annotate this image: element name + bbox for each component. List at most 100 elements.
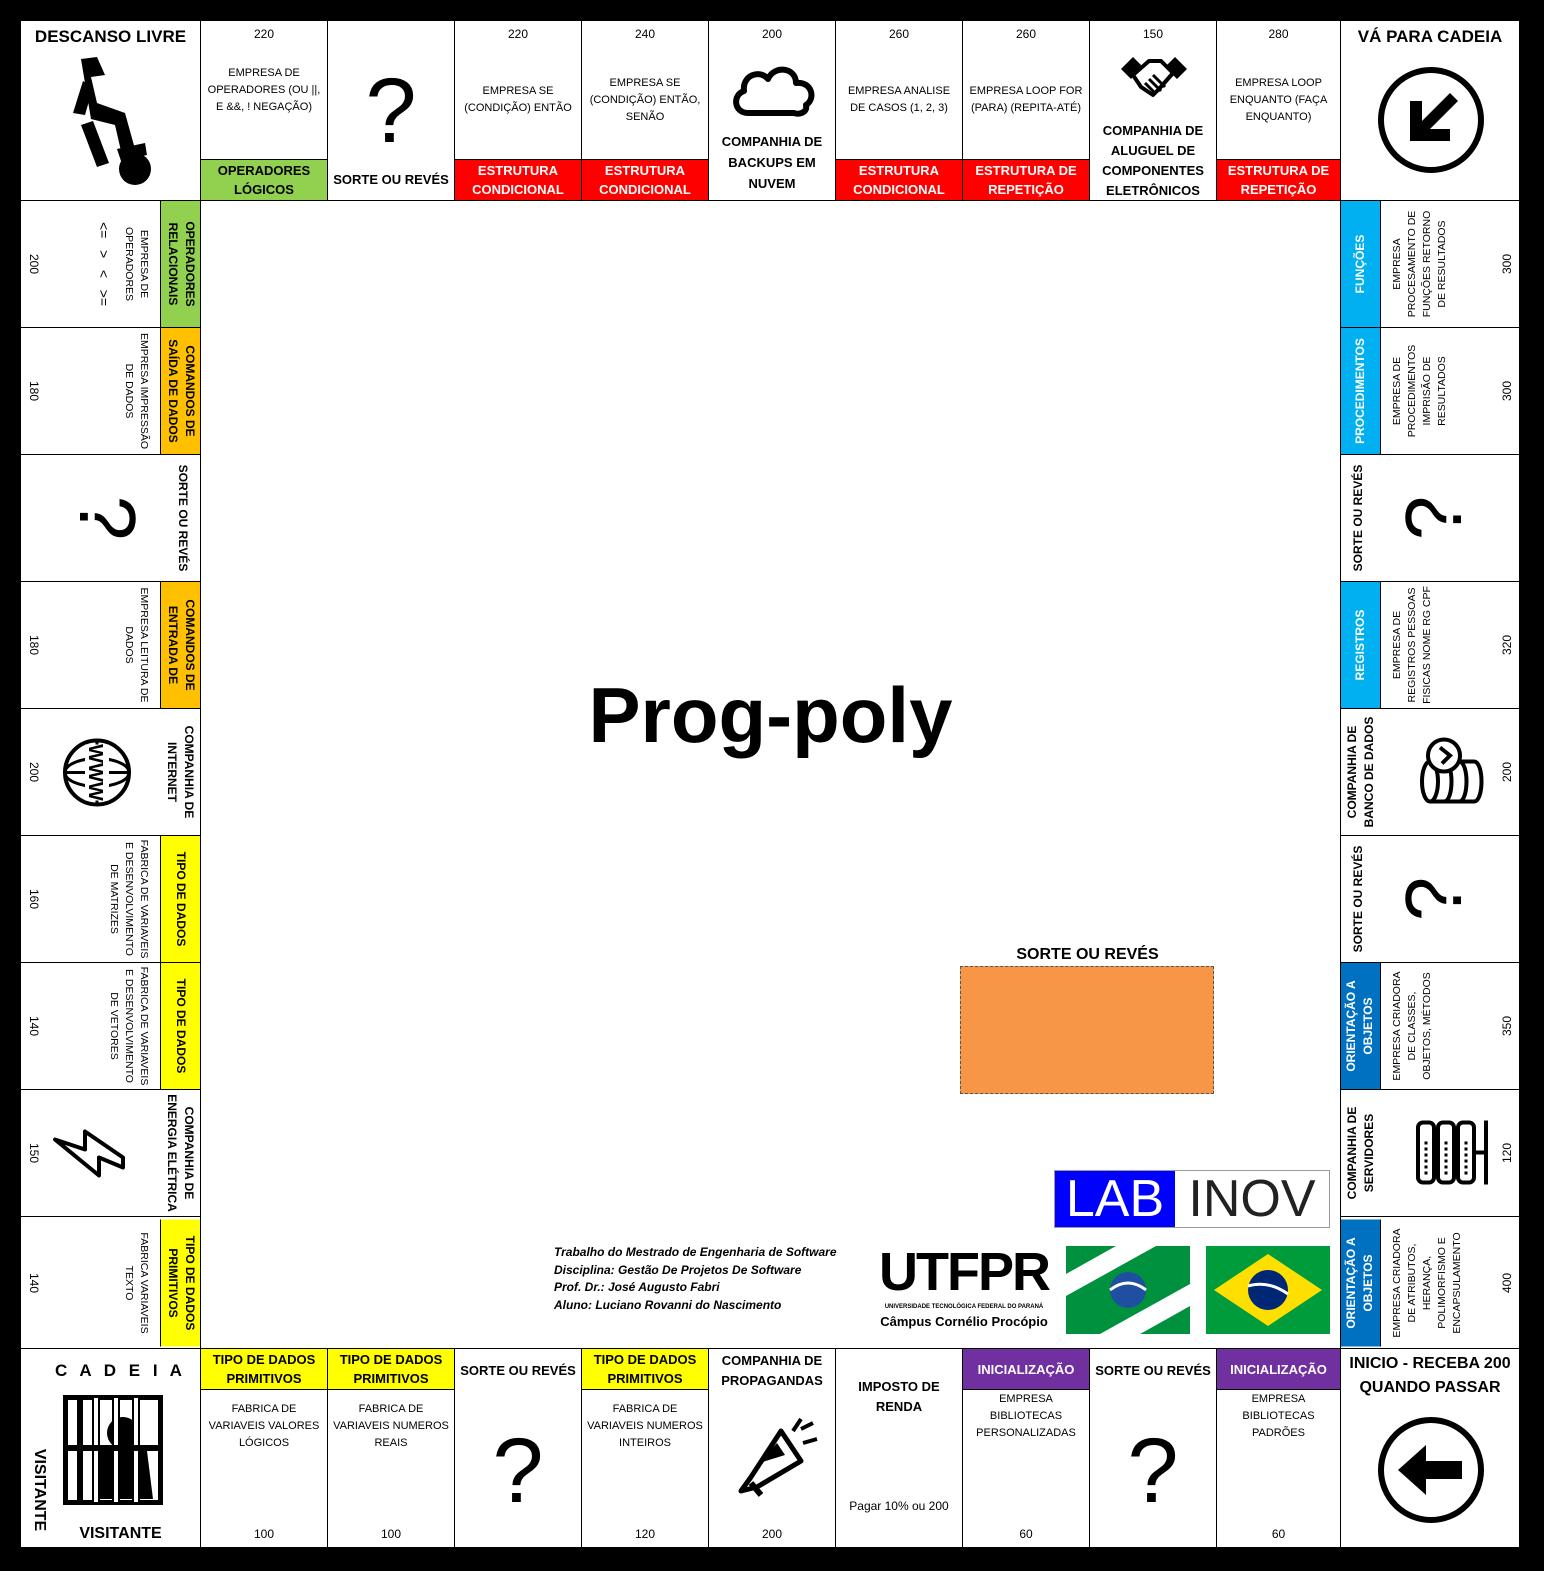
go-to-jail-label: VÁ PARA CADEIA xyxy=(1357,27,1503,46)
question-mark-icon: ? xyxy=(1389,876,1478,922)
group-band: ESTRUTURA CONDICIONAL xyxy=(455,159,581,200)
space-price: 100 xyxy=(253,1527,275,1541)
space-for-loop[interactable]: 260 EMPRESA LOOP FOR (PARA) (REPITA-ATÉ)… xyxy=(962,20,1090,201)
tax-label: IMPOSTO DE RENDA xyxy=(858,1379,940,1414)
question-mark-icon: ? xyxy=(1127,1420,1179,1522)
space-registers[interactable]: REGISTROS EMPRESA DE REGISTROS PESSOAS F… xyxy=(1340,581,1520,709)
corner-start[interactable]: INICIO - RECEBA 200 QUANDO PASSAR xyxy=(1340,1348,1520,1548)
company-label: COMPANHIA DE BANCO DE DADOS xyxy=(1345,716,1376,828)
credits-block: Trabalho do Mestrado de Engenharia de So… xyxy=(554,1244,874,1314)
utfpr-logo-text: UTFPR xyxy=(879,1242,1051,1302)
company-label: COMPANHIA DE ALUGUEL DE COMPONENTES ELET… xyxy=(1102,123,1204,198)
space-vectors-factory[interactable]: TIPO DE DADOS FABRICA DE VARIAVEIS E DES… xyxy=(20,962,201,1090)
chance-label: SORTE OU REVÉS xyxy=(175,464,190,572)
space-text-variables-factory[interactable]: TIPO DE DADOS PRIMITIVOS FABRICA VARIAVE… xyxy=(20,1216,201,1349)
space-description: EMPRESA DE PROCEDIMENTOS IMPRISÃO DE RES… xyxy=(1391,344,1448,438)
space-if-then[interactable]: 220 EMPRESA SE (CONDIÇÃO) ENTÃO ESTRUTUR… xyxy=(454,20,582,201)
space-description: FABRICA DE VARIAVEIS NUMEROS INTEIROS xyxy=(587,1403,703,1449)
www-globe-icon: WWW xyxy=(62,738,131,806)
question-mark-icon: ? xyxy=(62,495,152,541)
space-attributes-inheritance[interactable]: ORIENTAÇÃO A OBJETOS EMPRESA CRIADORA DE… xyxy=(1340,1216,1520,1349)
space-classes-objects-methods[interactable]: ORIENTAÇÃO A OBJETOS EMPRESA CRIADORA DE… xyxy=(1340,962,1520,1090)
group-band: REGISTROS xyxy=(1341,582,1381,708)
space-standard-libraries[interactable]: INICIALIZAÇÃO EMPRESA BIBLIOTECAS PADRÕE… xyxy=(1216,1348,1341,1548)
megaphone-icon xyxy=(738,1417,818,1497)
space-description: EMPRESA DE OPERADORES xyxy=(122,226,150,302)
group-band: TIPO DE DADOS PRIMITIVOS xyxy=(159,1219,200,1346)
space-input-commands[interactable]: COMANDOS DE ENTRADA DE EMPRESA LEITURA D… xyxy=(20,581,201,709)
brazil-flag-icon xyxy=(1206,1246,1330,1334)
space-price: 100 xyxy=(380,1527,402,1541)
jail-visitor-bottom-label: VISITANTE xyxy=(79,1525,162,1542)
group-band: TIPO DE DADOS PRIMITIVOS xyxy=(201,1349,327,1390)
space-logical-values-factory[interactable]: TIPO DE DADOS PRIMITIVOS FABRICA DE VARI… xyxy=(200,1348,328,1548)
company-label: COMPANHIA DE INTERNET xyxy=(164,725,196,819)
start-label-line2: QUANDO PASSAR xyxy=(1359,1379,1501,1396)
space-logical-operators[interactable]: 220 EMPRESA DE OPERADORES (OU ||, E &&, … xyxy=(200,20,328,201)
space-price: 320 xyxy=(1500,634,1514,656)
space-chance[interactable]: SORTE OU REVÉS ? xyxy=(20,454,201,582)
space-chance[interactable]: SORTE OU REVÉS ? xyxy=(1089,1348,1217,1548)
question-mark-icon: ? xyxy=(492,1420,544,1522)
space-price: 140 xyxy=(26,1272,41,1293)
space-while-loop[interactable]: 280 EMPRESA LOOP ENQUANTO (FAÇA ENQUANTO… xyxy=(1216,20,1341,201)
space-price: 400 xyxy=(1500,1272,1514,1293)
tax-note: Pagar 10% ou 200 xyxy=(849,1499,949,1513)
space-relational-operators[interactable]: OPERADORES RELACIONAIS EMPRESA DE OPERAD… xyxy=(20,200,201,328)
space-price: 300 xyxy=(1500,380,1514,402)
group-band: ESTRUTURA CONDICIONAL xyxy=(582,159,708,200)
corner-jail[interactable]: C A D E I A VISITANTE VISITANTE xyxy=(20,1348,201,1548)
chance-card-deck[interactable] xyxy=(960,966,1214,1094)
space-if-then-else[interactable]: 240 EMPRESA SE (CONDIÇÃO) ENTÃO, SENÃO E… xyxy=(581,20,709,201)
space-description: EMPRESA DE OPERADORES (OU ||, E &&, ! NE… xyxy=(207,67,321,113)
chance-label: SORTE OU REVÉS xyxy=(1351,845,1365,953)
space-internet-company[interactable]: COMPANHIA DE INTERNET WWW 200 xyxy=(20,708,201,836)
utfpr-campus-name: Câmpus Cornélio Procópio xyxy=(880,1314,1048,1329)
space-price: 350 xyxy=(1500,1015,1514,1037)
space-description: EMPRESA ANALISE DE CASOS (1, 2, 3) xyxy=(847,85,951,114)
question-mark-icon: ? xyxy=(365,60,417,162)
space-custom-libraries[interactable]: INICIALIZAÇÃO EMPRESA BIBLIOTECAS PERSON… xyxy=(962,1348,1090,1548)
question-mark-icon: ? xyxy=(1389,495,1478,541)
space-price: 140 xyxy=(26,1015,41,1037)
space-case-analysis[interactable]: 260 EMPRESA ANALISE DE CASOS (1, 2, 3) E… xyxy=(835,20,963,201)
space-description: EMPRESA SE (CONDIÇÃO) ENTÃO xyxy=(464,85,572,114)
space-description: EMPRESA LOOP FOR (PARA) (REPITA-ATÉ) xyxy=(969,85,1083,114)
group-band: TIPO DE DADOS PRIMITIVOS xyxy=(582,1349,708,1390)
space-component-rental-company[interactable]: 150 COMPANHIA DE ALUGUEL DE COMPONENTES … xyxy=(1089,20,1217,201)
space-procedures[interactable]: PROCEDIMENTOS EMPRESA DE PROCEDIMENTOS I… xyxy=(1340,327,1520,455)
game-board: DESCANSO LIVRE VÁ PARA CADEIA C A D E I … xyxy=(20,20,1520,1548)
space-real-numbers-factory[interactable]: TIPO DE DADOS PRIMITIVOS FABRICA DE VARI… xyxy=(327,1348,455,1548)
space-electric-company[interactable]: COMPANHIA DE ENERGIA ELÉTRICA 150 xyxy=(20,1089,201,1217)
space-income-tax[interactable]: IMPOSTO DE RENDA Pagar 10% ou 200 xyxy=(835,1348,963,1548)
space-servers-company[interactable]: COMPANHIA DE SERVIDORES 120 xyxy=(1340,1089,1520,1217)
space-cloud-backup-company[interactable]: 200 COMPANHIA DE BACKUPS EM NUVEM xyxy=(708,20,836,201)
space-output-commands[interactable]: COMANDOS DE SAÍDA DE DADOS EMPRESA IMPRE… xyxy=(20,327,201,455)
space-price: 120 xyxy=(634,1527,656,1541)
group-band: OPERADORES RELACIONAIS xyxy=(159,201,200,327)
space-price: 260 xyxy=(1015,27,1037,41)
labinov-lab-text: LAB xyxy=(1055,1171,1175,1227)
space-chance[interactable]: SORTE OU REVÉS ? xyxy=(1340,454,1520,582)
corner-free-parking[interactable]: DESCANSO LIVRE xyxy=(20,20,201,201)
space-description: FABRICA DE VARIAVEIS E DESENVOLVIMENTO D… xyxy=(107,966,150,1086)
space-price: 200 xyxy=(1500,761,1514,783)
space-price: 200 xyxy=(26,761,41,783)
group-band: COMANDOS DE ENTRADA DE xyxy=(159,582,200,708)
credits-line: Aluno: Luciano Rovanni do Nascimento xyxy=(554,1297,782,1312)
group-band: COMANDOS DE SAÍDA DE DADOS xyxy=(159,328,200,454)
space-chance[interactable]: SORTE OU REVÉS ? xyxy=(1340,835,1520,963)
lightning-icon xyxy=(52,1129,125,1177)
corner-go-to-jail[interactable]: VÁ PARA CADEIA xyxy=(1340,20,1520,201)
space-price: 300 xyxy=(1500,253,1514,275)
space-integer-numbers-factory[interactable]: TIPO DE DADOS PRIMITIVOS FABRICA DE VARI… xyxy=(581,1348,709,1548)
space-functions[interactable]: FUNÇÕES EMPRESA PROCESAMENTO DE FUNÇÕES … xyxy=(1340,200,1520,328)
space-price: 220 xyxy=(507,27,529,41)
space-database-company[interactable]: COMPANHIA DE BANCO DE DADOS 200 xyxy=(1340,708,1520,836)
space-chance[interactable]: SORTE OU REVÉS ? xyxy=(454,1348,582,1548)
space-chance[interactable]: ? SORTE OU REVÉS xyxy=(327,20,455,201)
arrow-down-left-icon xyxy=(1378,67,1484,173)
jail-bars-icon xyxy=(63,1395,163,1505)
space-advertising-company[interactable]: COMPANHIA DE PROPAGANDAS 200 xyxy=(708,1348,836,1548)
space-matrices-factory[interactable]: TIPO DE DADOS FABRICA DE VARIAVEIS E DES… xyxy=(20,835,201,963)
